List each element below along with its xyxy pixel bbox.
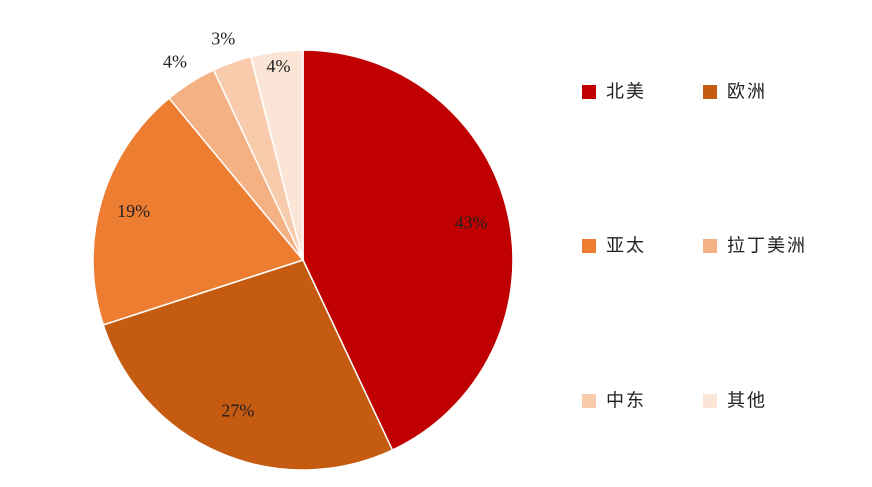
pie-label-5: 3% <box>211 29 235 49</box>
legend-swatch-4 <box>703 239 717 253</box>
pie-label-4: 4% <box>163 51 187 71</box>
legend-item-3: 亚太 <box>582 236 646 257</box>
pie-label-2: 27% <box>221 400 254 420</box>
legend-swatch-5 <box>582 394 596 408</box>
legend-label-5: 中东 <box>606 391 646 412</box>
pie-label-1: 43% <box>455 212 488 232</box>
pie-slice-6 <box>249 49 304 261</box>
legend-label-2: 欧洲 <box>727 82 767 103</box>
legend-item-2: 欧洲 <box>703 82 767 103</box>
pie-label-6: 4% <box>267 56 291 76</box>
pie-slice-2 <box>102 259 394 471</box>
legend-label-3: 亚太 <box>606 236 646 257</box>
legend-item-1: 北美 <box>582 82 646 103</box>
legend-item-6: 其他 <box>703 391 767 412</box>
legend-swatch-2 <box>703 85 717 99</box>
legend-item-4: 拉丁美洲 <box>703 236 807 257</box>
pie-labels: 43% 27% 19% 4% 3% 4% <box>117 29 488 421</box>
legend-swatch-6 <box>703 394 717 408</box>
pie-slice-3 <box>92 97 305 326</box>
pie-slice-1 <box>302 49 514 452</box>
legend-label-4: 拉丁美洲 <box>727 236 807 257</box>
pie-slices <box>92 49 514 471</box>
legend-item-5: 中东 <box>582 391 646 412</box>
legend-swatch-3 <box>582 239 596 253</box>
legend-label-6: 其他 <box>727 391 767 412</box>
pie-label-3: 19% <box>117 201 150 221</box>
legend-swatch-1 <box>582 85 596 99</box>
legend-label-1: 北美 <box>606 82 646 103</box>
